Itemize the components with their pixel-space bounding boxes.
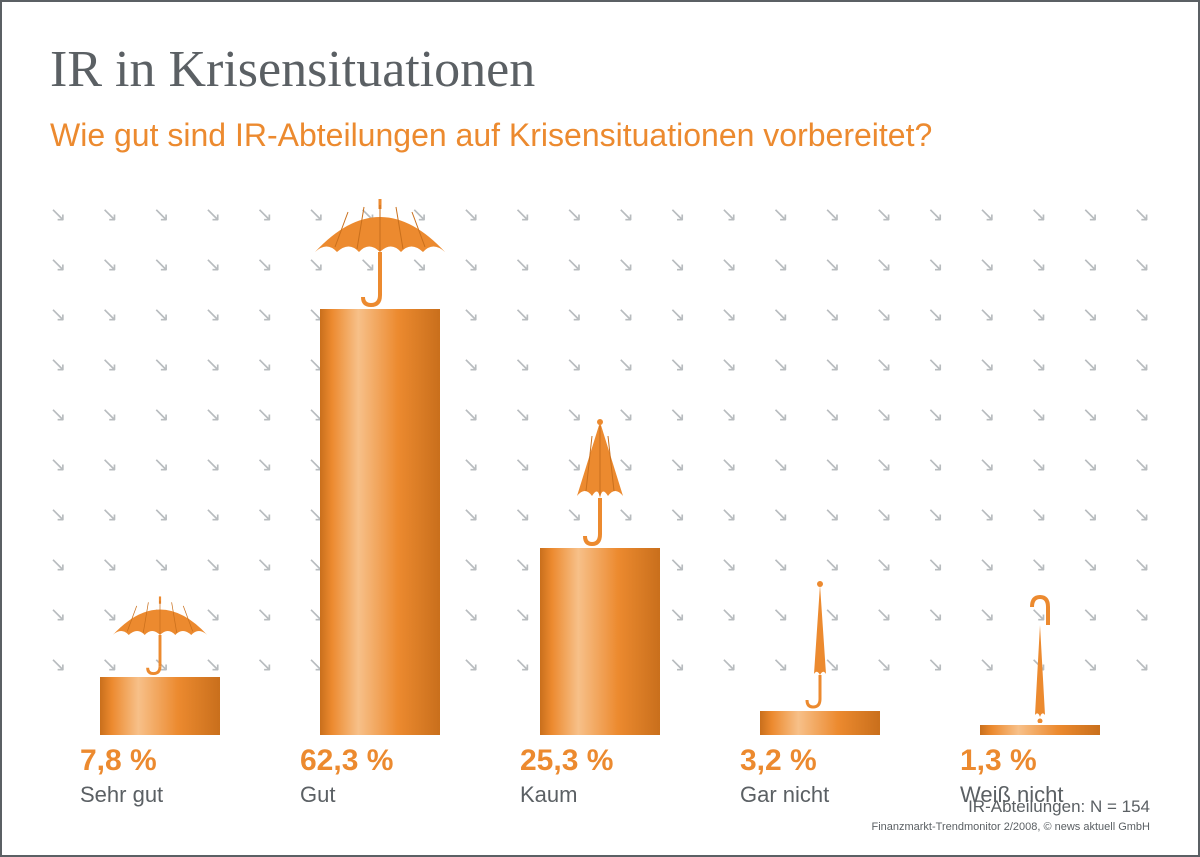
percent-label: 25,3 %	[520, 744, 710, 778]
bar-group	[50, 197, 270, 735]
label-group: 25,3 % Kaum	[490, 744, 710, 808]
bar	[760, 711, 880, 735]
infographic-frame: IR in Krisensituationen Wie gut sind IR-…	[0, 0, 1200, 857]
bar	[540, 548, 660, 735]
umbrella-slot	[565, 416, 635, 546]
percent-label: 7,8 %	[80, 744, 270, 778]
umbrella-icon	[305, 197, 455, 307]
umbrella-icon	[105, 595, 215, 675]
category-label: Gut	[300, 782, 490, 808]
main-title: IR in Krisensituationen	[50, 40, 1150, 99]
umbrella-slot	[105, 595, 215, 675]
bar-group	[930, 197, 1150, 735]
umbrella-slot	[1022, 593, 1058, 723]
footer-n: IR-Abteilungen: N = 154	[871, 797, 1150, 817]
category-label: Kaum	[520, 782, 710, 808]
umbrella-icon	[565, 416, 635, 546]
percent-label: 3,2 %	[740, 744, 930, 778]
bar-group	[490, 197, 710, 735]
umbrella-icon	[800, 579, 840, 709]
bar-group	[270, 197, 490, 735]
footer: IR-Abteilungen: N = 154 Finanzmarkt-Tren…	[871, 797, 1150, 833]
percent-label: 62,3 %	[300, 744, 490, 778]
subtitle: Wie gut sind IR-Abteilungen auf Krisensi…	[50, 117, 1150, 154]
umbrella-icon	[1022, 593, 1058, 723]
bar	[320, 309, 440, 735]
bar	[100, 677, 220, 735]
umbrella-slot	[305, 197, 455, 307]
label-group: 62,3 % Gut	[270, 744, 490, 808]
bar-group	[710, 197, 930, 735]
category-label: Sehr gut	[80, 782, 270, 808]
umbrella-slot	[800, 579, 840, 709]
label-group: 7,8 % Sehr gut	[50, 744, 270, 808]
footer-source: Finanzmarkt-Trendmonitor 2/2008, © news …	[871, 821, 1150, 833]
bars-container	[50, 197, 1150, 735]
percent-label: 1,3 %	[960, 744, 1150, 778]
chart-area: ↘↘↘↘↘↘↘↘↘↘↘↘↘↘↘↘↘↘↘↘↘↘↘↘↘↘↘↘↘↘↘↘↘↘↘↘↘↘↘↘…	[50, 197, 1150, 735]
bar	[980, 725, 1100, 735]
